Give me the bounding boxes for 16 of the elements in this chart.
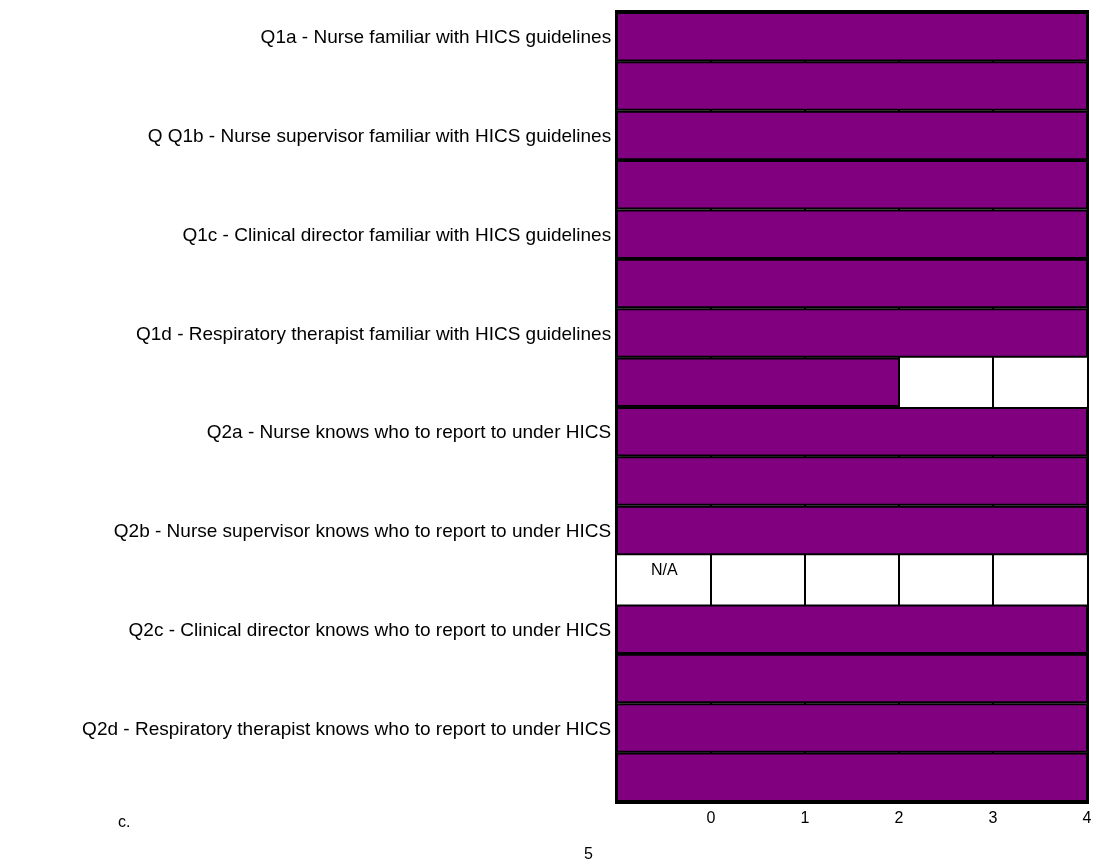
y-tick-label: Q1a - Nurse familiar with HICS guidelines (260, 26, 612, 48)
x-tick-label: 1 (800, 809, 810, 827)
y-tick-label: Q2a - Nurse knows who to report to under HICS (206, 421, 612, 443)
y-tick-label: Q1c - Clinical director familiar with HICS guidelines (182, 223, 612, 245)
x-tick-label: 0 (706, 809, 716, 827)
text: 5 (584, 845, 593, 861)
y-tick-label: Q1d - Respiratory therapist familiar with HICS guidelines (136, 322, 612, 344)
y-tick-label: Q2b - Nurse supervisor knows who to report to under HICS (113, 520, 612, 542)
x-tick-label: 4 (1082, 809, 1092, 827)
text: c. (118, 813, 131, 830)
y-tick-label: Q2d - Respiratory therapist knows who to report to under HICS (82, 717, 612, 739)
y-tick-label: Q Q1b - Nurse supervisor familiar with HICS guidelines (147, 125, 612, 147)
x-tick-label: 2 (894, 809, 904, 827)
annotation: N/A (651, 561, 678, 578)
x-tick-label: 3 (988, 809, 998, 827)
y-tick-label: Q2c - Clinical director knows who to report to under HICS (128, 618, 612, 640)
